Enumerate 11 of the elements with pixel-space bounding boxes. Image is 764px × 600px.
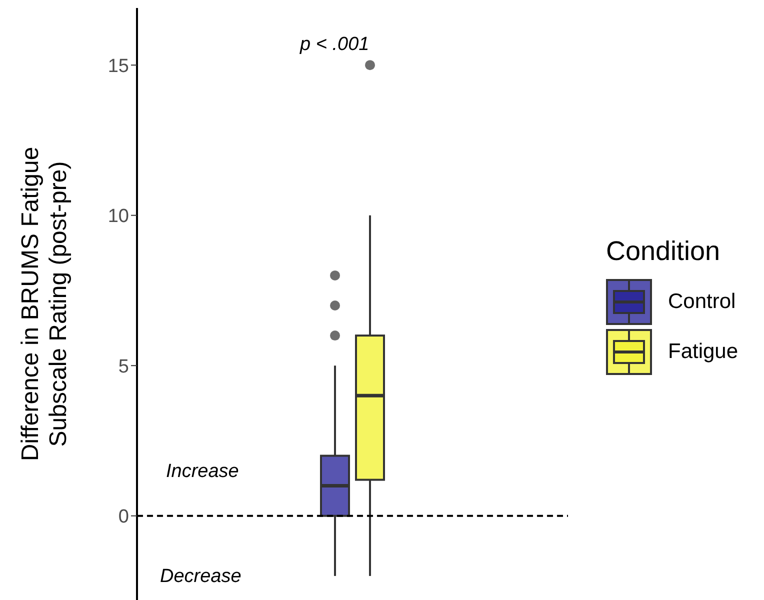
legend-label: Control xyxy=(668,290,736,314)
y-tick-label: 15 xyxy=(108,56,129,77)
y-tick-label: 5 xyxy=(118,356,129,378)
y-tick-label: 10 xyxy=(108,206,129,228)
legend-label: Fatigue xyxy=(668,340,738,364)
annotation: p < .001 xyxy=(300,34,370,56)
legend-title: Condition xyxy=(606,236,722,267)
annotation: Decrease xyxy=(160,566,242,588)
y-axis-title: Difference in BRUMS Fatigue Subscale Rating (post-pre) xyxy=(17,146,72,462)
annotation: Increase xyxy=(166,461,239,483)
y-tick-label: 0 xyxy=(118,506,129,528)
